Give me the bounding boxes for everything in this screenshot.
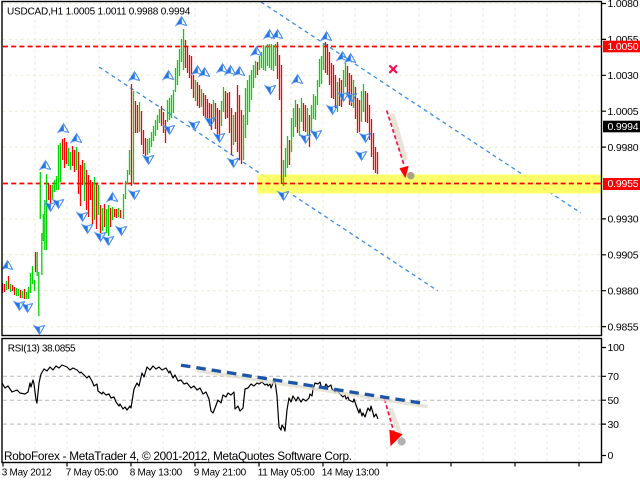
svg-text:30: 30	[608, 419, 620, 431]
svg-text:RoboForex - MetaTrader 4, © 20: RoboForex - MetaTrader 4, © 2001-2012, M…	[4, 449, 352, 463]
svg-text:50: 50	[608, 395, 620, 407]
svg-text:14 May 13:00: 14 May 13:00	[322, 468, 380, 479]
svg-text:1.0080: 1.0080	[608, 0, 639, 10]
svg-text:0: 0	[608, 450, 614, 462]
svg-text:11 May 05:00: 11 May 05:00	[258, 468, 316, 479]
svg-text:0.9855: 0.9855	[608, 321, 639, 333]
svg-text:1.0050: 1.0050	[608, 41, 639, 53]
svg-text:USDCAD,H1 1.0005 1.0011 0.998: USDCAD,H1 1.0005 1.0011 0.9988 0.9994	[7, 6, 191, 17]
svg-text:70: 70	[608, 371, 620, 383]
svg-text:RSI(13) 38.0855: RSI(13) 38.0855	[8, 343, 76, 354]
svg-text:0.9980: 0.9980	[608, 142, 639, 154]
svg-text:7 May 05:00: 7 May 05:00	[66, 468, 119, 479]
svg-text:3 May 2012: 3 May 2012	[2, 468, 52, 479]
svg-text:9 May 21:00: 9 May 21:00	[194, 468, 247, 479]
svg-text:0.9930: 0.9930	[608, 214, 639, 226]
svg-text:0.9955: 0.9955	[608, 178, 639, 190]
svg-text:0.9994: 0.9994	[608, 121, 639, 133]
svg-text:0.9905: 0.9905	[608, 250, 639, 262]
svg-text:100: 100	[608, 342, 625, 354]
svg-text:0.9880: 0.9880	[608, 285, 639, 297]
svg-text:1.0005: 1.0005	[608, 106, 639, 118]
svg-text:8 May 13:00: 8 May 13:00	[130, 468, 183, 479]
svg-text:1.0030: 1.0030	[608, 70, 639, 82]
